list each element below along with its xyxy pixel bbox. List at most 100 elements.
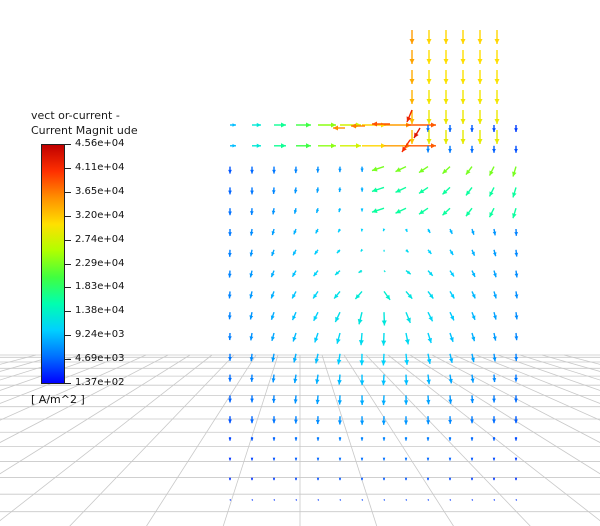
vector-arrow	[338, 208, 342, 213]
vector-arrow	[443, 70, 449, 84]
vector-arrow	[404, 228, 408, 233]
vector-arrow	[293, 374, 298, 384]
vector-arrow	[313, 270, 319, 277]
vector-arrow	[340, 143, 361, 149]
vector-arrow	[493, 312, 497, 320]
vector-arrow	[470, 374, 475, 383]
vector-arrow	[291, 291, 297, 299]
vector-arrow	[409, 50, 415, 64]
vector-arrow	[477, 90, 483, 104]
vector-arrow	[448, 125, 452, 132]
vector-arrow	[339, 499, 342, 501]
vector-arrow	[270, 291, 275, 299]
vector-arrow	[360, 187, 364, 192]
colorbar-tick-mark	[65, 335, 71, 337]
vector-arrow	[272, 187, 276, 194]
vector-arrow	[406, 143, 436, 149]
vector-arrow	[249, 312, 254, 320]
vector-arrow	[228, 353, 232, 361]
vector-arrow	[250, 416, 254, 424]
vector-arrow	[405, 270, 412, 275]
vector-arrow	[250, 457, 254, 461]
vector-arrow	[515, 499, 518, 501]
vector-arrow	[460, 50, 466, 64]
vector-arrow	[272, 457, 276, 461]
vector-arrow	[333, 125, 345, 131]
vector-arrow	[426, 374, 431, 385]
vector-arrow	[514, 145, 518, 153]
vector-arrow	[296, 122, 311, 128]
colorbar-tick-mark	[65, 167, 71, 169]
vector-arrow	[293, 395, 298, 404]
vector-arrow	[293, 208, 298, 214]
vector-arrow	[494, 110, 500, 124]
vector-arrow	[426, 30, 432, 44]
vector-arrow	[427, 311, 434, 322]
vector-arrow	[460, 70, 466, 84]
vector-arrow	[354, 290, 363, 300]
vector-arrow	[465, 186, 473, 196]
vector-arrow	[471, 332, 476, 342]
vector-arrow	[271, 353, 276, 362]
vector-arrow	[492, 332, 497, 341]
vector-arrow	[228, 187, 232, 195]
vector-arrow	[470, 416, 474, 424]
vector-arrow	[448, 477, 452, 481]
vector-arrow	[449, 228, 453, 235]
vector-arrow	[492, 374, 497, 383]
vector-arrow	[382, 457, 386, 461]
floor-grid	[0, 354, 600, 526]
vector-arrow	[295, 499, 298, 501]
vector-arrow	[228, 249, 232, 257]
vector-arrow	[512, 187, 517, 198]
vector-arrow	[371, 186, 385, 193]
legend-title-line1: vect or-current -	[31, 109, 120, 122]
vector-arrow	[471, 228, 475, 235]
vector-arrow	[360, 248, 364, 252]
vector-arrow	[227, 291, 232, 299]
vector-arrow	[315, 416, 320, 425]
vector-arrow	[316, 477, 320, 481]
vector-arrow	[294, 166, 298, 174]
vector-arrow	[492, 395, 496, 403]
vector-arrow	[372, 121, 390, 127]
vector-arrow	[443, 90, 449, 104]
vector-arrow	[477, 50, 483, 64]
vector-arrow	[470, 125, 474, 132]
vector-arrow	[291, 311, 297, 321]
vector-arrow	[409, 90, 415, 104]
vector-arrow	[426, 90, 432, 104]
vector-arrow	[333, 290, 341, 300]
vector-arrow	[477, 130, 483, 144]
vector-arrow	[477, 70, 483, 84]
vector-arrow	[270, 311, 275, 320]
vector-arrow	[292, 353, 298, 363]
vector-arrow	[404, 437, 408, 441]
vector-arrow	[406, 109, 413, 123]
vector-arrow	[470, 457, 474, 461]
colorbar-tick-label: 2.29e+04	[75, 257, 125, 269]
vector-arrow	[443, 130, 449, 144]
vector-arrow	[492, 416, 496, 424]
vector-arrow	[360, 208, 364, 212]
vector-arrow	[409, 130, 415, 144]
vector-arrow	[271, 228, 276, 236]
vector-arrow	[514, 374, 518, 382]
vector-arrow	[494, 50, 500, 64]
vector-arrow	[471, 270, 476, 278]
vector-arrow	[514, 270, 519, 278]
vector-arrow	[336, 353, 342, 365]
vector-arrow	[360, 457, 364, 461]
vector-arrow	[315, 395, 320, 405]
vector-arrow	[403, 416, 409, 425]
vector-arrow	[230, 123, 236, 127]
vector-arrow	[251, 499, 254, 501]
vector-arrow	[250, 477, 254, 481]
vector-arrow	[271, 249, 275, 257]
vector-arrow	[318, 122, 336, 128]
vector-arrow	[294, 477, 298, 481]
vector-arrow	[315, 208, 320, 214]
vector-arrow	[292, 332, 297, 342]
